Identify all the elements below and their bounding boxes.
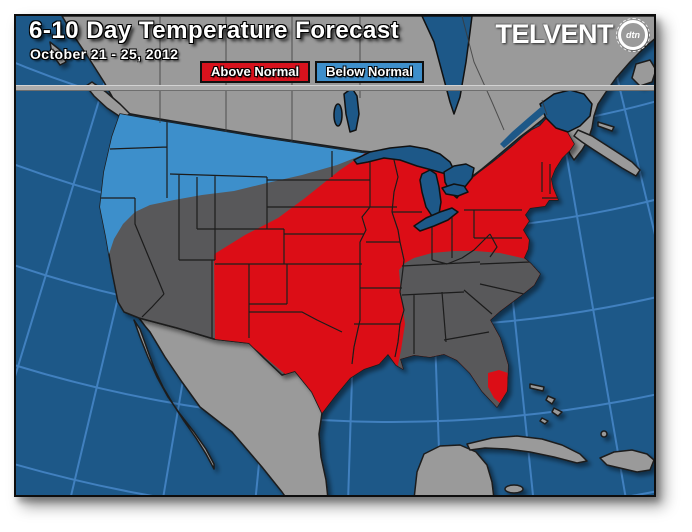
header-divider	[16, 85, 654, 91]
dtn-logo-icon: dtn	[616, 17, 650, 52]
brand-logo: TELVENT dtn	[495, 17, 650, 52]
forecast-map-card: 6-10 Day Temperature Forecast October 21…	[14, 14, 656, 497]
newfoundland-island	[631, 59, 654, 87]
gulf-of-st-lawrence	[539, 89, 593, 133]
page-title: 6-10 Day Temperature Forecast	[29, 17, 400, 44]
legend-above-normal: Above Normal	[200, 61, 311, 83]
lake-ontario	[441, 183, 469, 197]
lake-erie	[413, 207, 459, 232]
hispaniola-island	[599, 449, 654, 473]
cuba-island	[466, 435, 588, 464]
turks-island	[600, 430, 608, 438]
st-lawrence-river	[500, 106, 546, 148]
jamaica-island	[504, 484, 524, 494]
prince-edward-island	[597, 121, 615, 132]
yucatan-peninsula	[413, 444, 495, 495]
bahamas-islands	[529, 383, 563, 425]
date-range: October 21 - 25, 2012	[30, 46, 179, 62]
nova-scotia	[573, 129, 641, 177]
baja-california	[133, 319, 215, 470]
state-borders	[100, 119, 558, 365]
forecast-map	[16, 16, 654, 495]
brand-name: TELVENT	[495, 19, 614, 49]
haida-gwaii-island	[49, 41, 67, 66]
legend: Above Normal Below Normal	[200, 61, 424, 83]
lake-manitoba	[333, 103, 343, 127]
legend-below-normal: Below Normal	[315, 61, 424, 83]
